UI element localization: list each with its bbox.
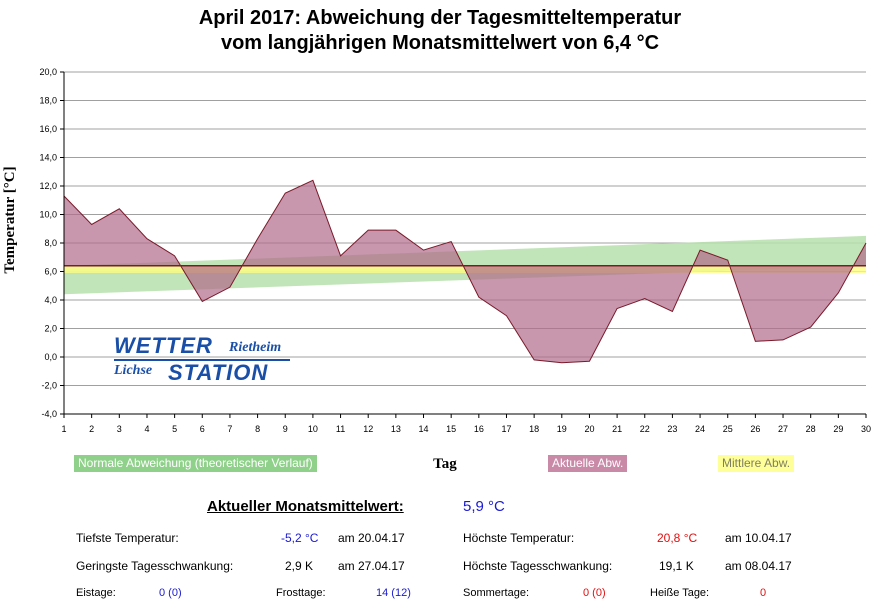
x-tick-label: 20: [584, 424, 594, 434]
max-temp-label: Höchste Temperatur:: [463, 531, 575, 545]
max-temp-value: 20,8 °C: [657, 531, 698, 545]
y-axis-label: Temperatur [°C]: [2, 166, 18, 274]
y-tick-label: 20,0: [39, 67, 57, 77]
x-tick-label: 21: [612, 424, 622, 434]
legend-mean: Mittlere Abw.: [718, 455, 795, 472]
month-mean-value: 5,9 °C: [463, 498, 505, 515]
x-tick-label: 3: [117, 424, 122, 434]
logo-word-station: STATION: [168, 360, 269, 385]
min-temp-value: -5,2 °C: [281, 531, 319, 545]
x-tick-label: 15: [446, 424, 456, 434]
x-tick-label: 12: [363, 424, 373, 434]
chart-title-line1: April 2017: Abweichung der Tagesmittelte…: [198, 7, 682, 29]
logo-word-lichse: Lichse: [114, 363, 153, 378]
x-tick-label: 23: [667, 424, 677, 434]
x-axis-label: Tag: [433, 456, 457, 472]
y-tick-label: 14,0: [39, 153, 57, 163]
actual-deviation-line: [63, 179, 867, 364]
x-tick-label: 8: [255, 424, 260, 434]
x-tick-label: 29: [833, 424, 843, 434]
min-temp-label: Tiefste Temperatur:: [76, 531, 179, 545]
y-tick-label: 6,0: [44, 267, 57, 277]
x-tick-label: 16: [474, 424, 484, 434]
y-tick-label: -4,0: [41, 409, 57, 419]
legend-normal: Normale Abweichung (theoretischer Verlau…: [74, 455, 317, 472]
y-tick-label: 4,0: [44, 295, 57, 305]
logo-divider: [114, 359, 290, 361]
x-tick-label: 2: [89, 424, 94, 434]
x-tick-label: 6: [200, 424, 205, 434]
ice-days-label: Eistage:: [76, 587, 116, 599]
x-tick-label: 17: [501, 424, 511, 434]
y-tick-label: 8,0: [44, 238, 57, 248]
legend-actual: Aktuelle Abw.: [548, 455, 628, 472]
x-tick-label: 9: [283, 424, 288, 434]
hot-days-value: 0: [760, 587, 767, 599]
x-tick-label: 26: [750, 424, 760, 434]
summer-days-value: 0 (0): [583, 587, 606, 599]
chart-title-line2: vom langjährigen Monatsmittelwert von 6,…: [220, 32, 660, 54]
x-tick-label: 28: [806, 424, 816, 434]
actual-deviation-area: [64, 180, 866, 363]
x-tick-label: 4: [144, 424, 149, 434]
min-range-value: 2,9 K: [285, 559, 314, 573]
x-tick-label: 24: [695, 424, 705, 434]
logo-word-wetter: WETTER: [114, 333, 213, 358]
y-tick-label: 16,0: [39, 124, 57, 134]
x-tick-label: 7: [227, 424, 232, 434]
min-range-date: am 27.04.17: [338, 559, 405, 573]
x-tick-label: 11: [336, 424, 345, 434]
x-tick-label: 18: [529, 424, 539, 434]
frost-days-value: 14 (12): [376, 587, 411, 599]
y-tick-label: 10,0: [39, 210, 57, 220]
y-tick-label: 0,0: [44, 352, 57, 362]
logo-word-rietheim: Rietheim: [229, 340, 282, 355]
month-mean-label: Aktueller Monatsmittelwert:: [207, 498, 404, 515]
y-tick-label: 12,0: [39, 181, 57, 191]
ice-days-value: 0 (0): [159, 587, 182, 599]
max-range-value: 19,1 K: [659, 559, 694, 573]
x-tick-label: 5: [172, 424, 177, 434]
x-tick-label: 14: [419, 424, 429, 434]
x-tick-label: 10: [308, 424, 318, 434]
x-tick-label: 19: [557, 424, 567, 434]
hot-days-label: Heiße Tage:: [650, 587, 710, 599]
x-tick-label: 22: [640, 424, 650, 434]
frost-days-label: Frosttage:: [276, 587, 326, 599]
x-tick-label: 27: [778, 424, 788, 434]
y-tick-label: 18,0: [39, 96, 57, 106]
y-tick-label: 2,0: [44, 324, 57, 334]
summer-days-label: Sommertage:: [463, 587, 530, 599]
max-temp-date: am 10.04.17: [725, 531, 792, 545]
x-tick-label: 25: [723, 424, 733, 434]
min-temp-date: am 20.04.17: [338, 531, 405, 545]
min-range-label: Geringste Tagesschwankung:: [76, 559, 234, 573]
x-tick-label: 13: [391, 424, 401, 434]
max-range-label: Höchste Tagesschwankung:: [463, 559, 613, 573]
y-tick-label: -2,0: [41, 381, 57, 391]
x-tick-label: 30: [861, 424, 871, 434]
x-tick-label: 1: [61, 424, 66, 434]
max-range-date: am 08.04.17: [725, 559, 792, 573]
